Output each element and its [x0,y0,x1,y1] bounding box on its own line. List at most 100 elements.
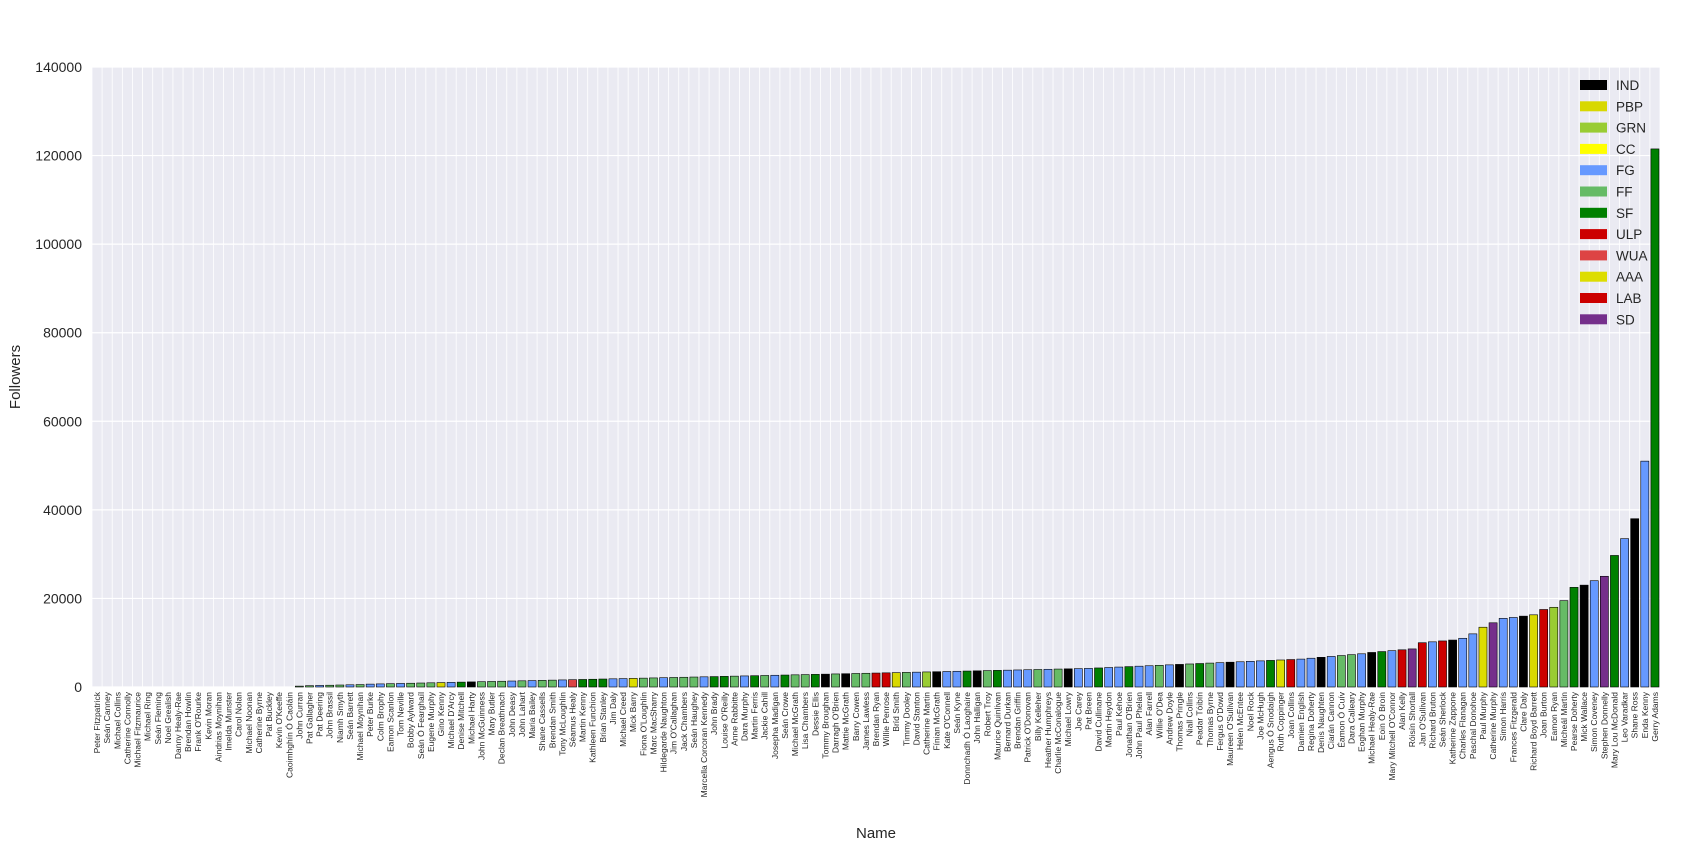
x-tick-label: Brendan Griffin [1013,692,1023,749]
bar [588,678,598,688]
x-tick-label: Martin Ferris [750,692,760,740]
x-tick-label: Jan O'Sullivan [1417,692,1427,746]
x-tick-label: Willie Penrose [881,692,891,747]
bar [315,685,324,688]
bar [1559,600,1569,688]
bar [962,670,972,688]
bar [1306,657,1316,688]
legend-swatch [1580,250,1607,261]
bar [1175,664,1184,688]
bar [1063,668,1073,688]
bar [1165,664,1174,688]
x-tick-label: Joan Burton [1539,692,1549,738]
bar [942,671,952,688]
x-tick-label: Enda Kenny [1640,691,1650,738]
x-tick-label: Brendan Ryan [871,692,881,747]
bar [487,681,496,688]
x-tick-label: Maria Bailey [527,691,537,739]
x-tick-label: Danny Healy-Rae [173,692,183,759]
x-tick-label: Bernard Durkan [1003,692,1013,752]
x-tick-label: Noel Grealish [163,692,173,744]
bar [618,678,628,688]
legend-label: CC [1616,142,1636,157]
x-tick-label: Marc MacSharry [648,691,658,754]
bar [1256,660,1265,688]
bar [1468,633,1478,688]
bar [649,677,658,688]
bar [1569,587,1579,688]
bar [1094,667,1103,688]
x-tick-label: James Lawless [861,692,871,750]
bar [568,679,577,688]
bar [1144,665,1154,688]
legend-swatch [1580,229,1607,240]
x-tick-label: Frances Fitzgerald [1508,692,1518,763]
x-tick-label: Niall Collins [1185,692,1195,736]
x-tick-label: Martin Heydon [1104,692,1114,748]
bar [1529,614,1538,688]
bar [1336,655,1346,688]
x-tick-label: Heather Humphreys [1043,692,1053,768]
x-tick-label: Peter Burke [365,692,375,737]
x-tick-label: Barry Cowen [851,692,861,741]
x-tick-label: Ciarán Cannon [1326,692,1336,749]
x-tick-label: Seán Crowe [780,692,790,739]
legend-swatch [1580,122,1607,133]
legend-label: PBP [1616,99,1643,114]
x-tick-label: Joe McHugh [1255,692,1265,740]
x-tick-label: Pat Buckley [264,691,274,737]
bar [416,682,426,688]
x-tick-label: Imelda Munster [224,692,234,751]
x-tick-label: Michael Noonan [244,692,254,754]
bar [972,670,982,688]
x-tick-label: Kathleen Funchion [588,692,598,763]
bar [578,679,587,688]
bar [902,672,911,688]
legend-swatch [1580,314,1607,325]
bar [527,680,537,688]
bar [1266,660,1275,688]
bar [1539,609,1549,688]
bar [952,670,962,688]
x-tick-label: Caoimhghín Ó Caoláin [284,692,294,778]
bar [659,677,668,688]
bar [547,679,557,688]
x-tick-label: Tony McLoughlin [557,692,567,756]
x-tick-label: Seán Fleming [153,692,163,745]
bar [1316,657,1326,688]
x-tick-label: Paschal Donohoe [1468,692,1478,759]
bar [1397,649,1407,688]
bar [1377,651,1387,688]
x-tick-label: Michael D'Arcy [446,691,456,748]
x-tick-label: Marcella Corcoran Kennedy [699,691,709,797]
x-tick-label: Bríd Smith [891,692,901,732]
bar [982,670,992,688]
bar [537,680,547,688]
x-tick-label: Eugene Murphy [426,691,436,752]
bar [1286,659,1296,688]
bar [1245,661,1255,688]
x-tick-label: Mick Wallace [1579,692,1589,742]
x-tick-label: Michael Creed [618,692,628,747]
bar [1519,615,1528,688]
x-tick-label: Catherine Murphy [1488,691,1498,759]
x-tick-label: David Stanton [911,692,921,746]
x-tick-label: Charles Flanagan [1458,692,1468,759]
bar [608,678,618,688]
bar [1610,555,1619,688]
bar [861,672,871,688]
x-axis-label: Name [856,825,896,842]
x-tick-label: Jonathan O'Brien [1124,692,1134,758]
bar [1640,460,1650,688]
plot-background [92,67,1660,687]
bar [517,680,527,688]
bar [386,683,395,688]
legend-label: AAA [1616,270,1643,285]
x-tick-label: Brendan Smith [547,692,557,748]
x-tick-label: Pearse Doherty [1569,691,1579,751]
y-tick-label: 20000 [43,590,82,606]
x-tick-label: Colm Brophy [375,691,385,741]
x-tick-label: Carol Nolan [234,692,244,737]
bar [871,672,881,688]
bar [719,676,729,688]
